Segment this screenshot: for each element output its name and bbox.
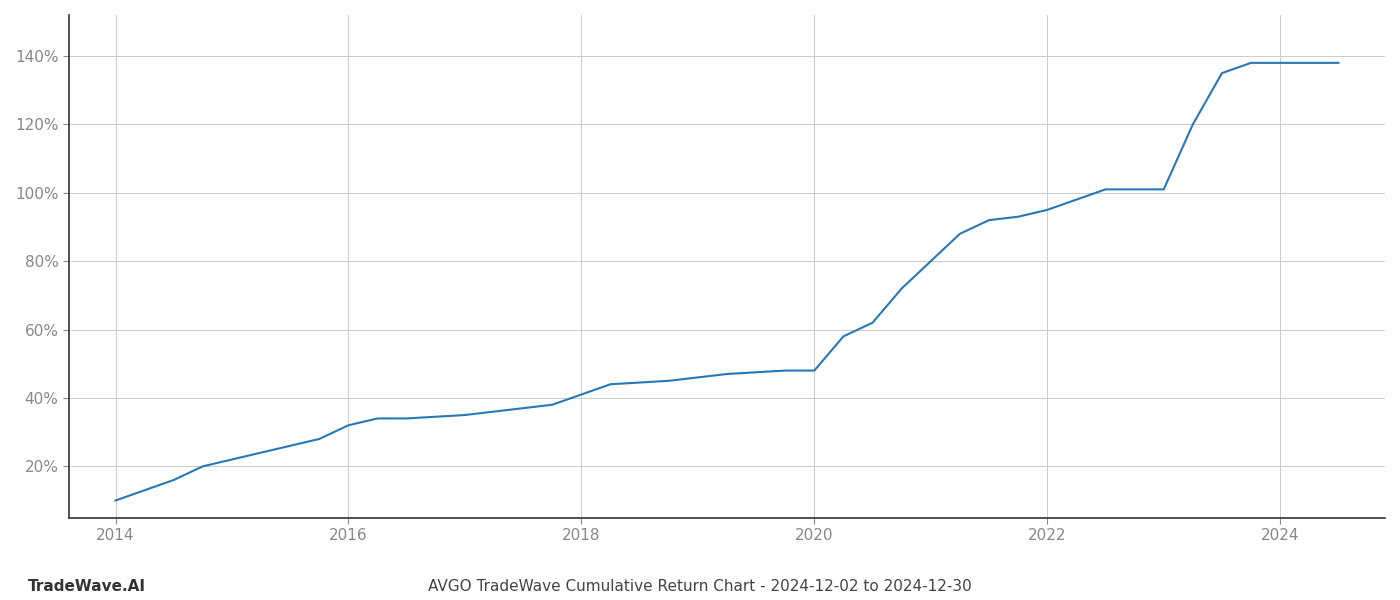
Text: AVGO TradeWave Cumulative Return Chart - 2024-12-02 to 2024-12-30: AVGO TradeWave Cumulative Return Chart -… [428,579,972,594]
Text: TradeWave.AI: TradeWave.AI [28,579,146,594]
